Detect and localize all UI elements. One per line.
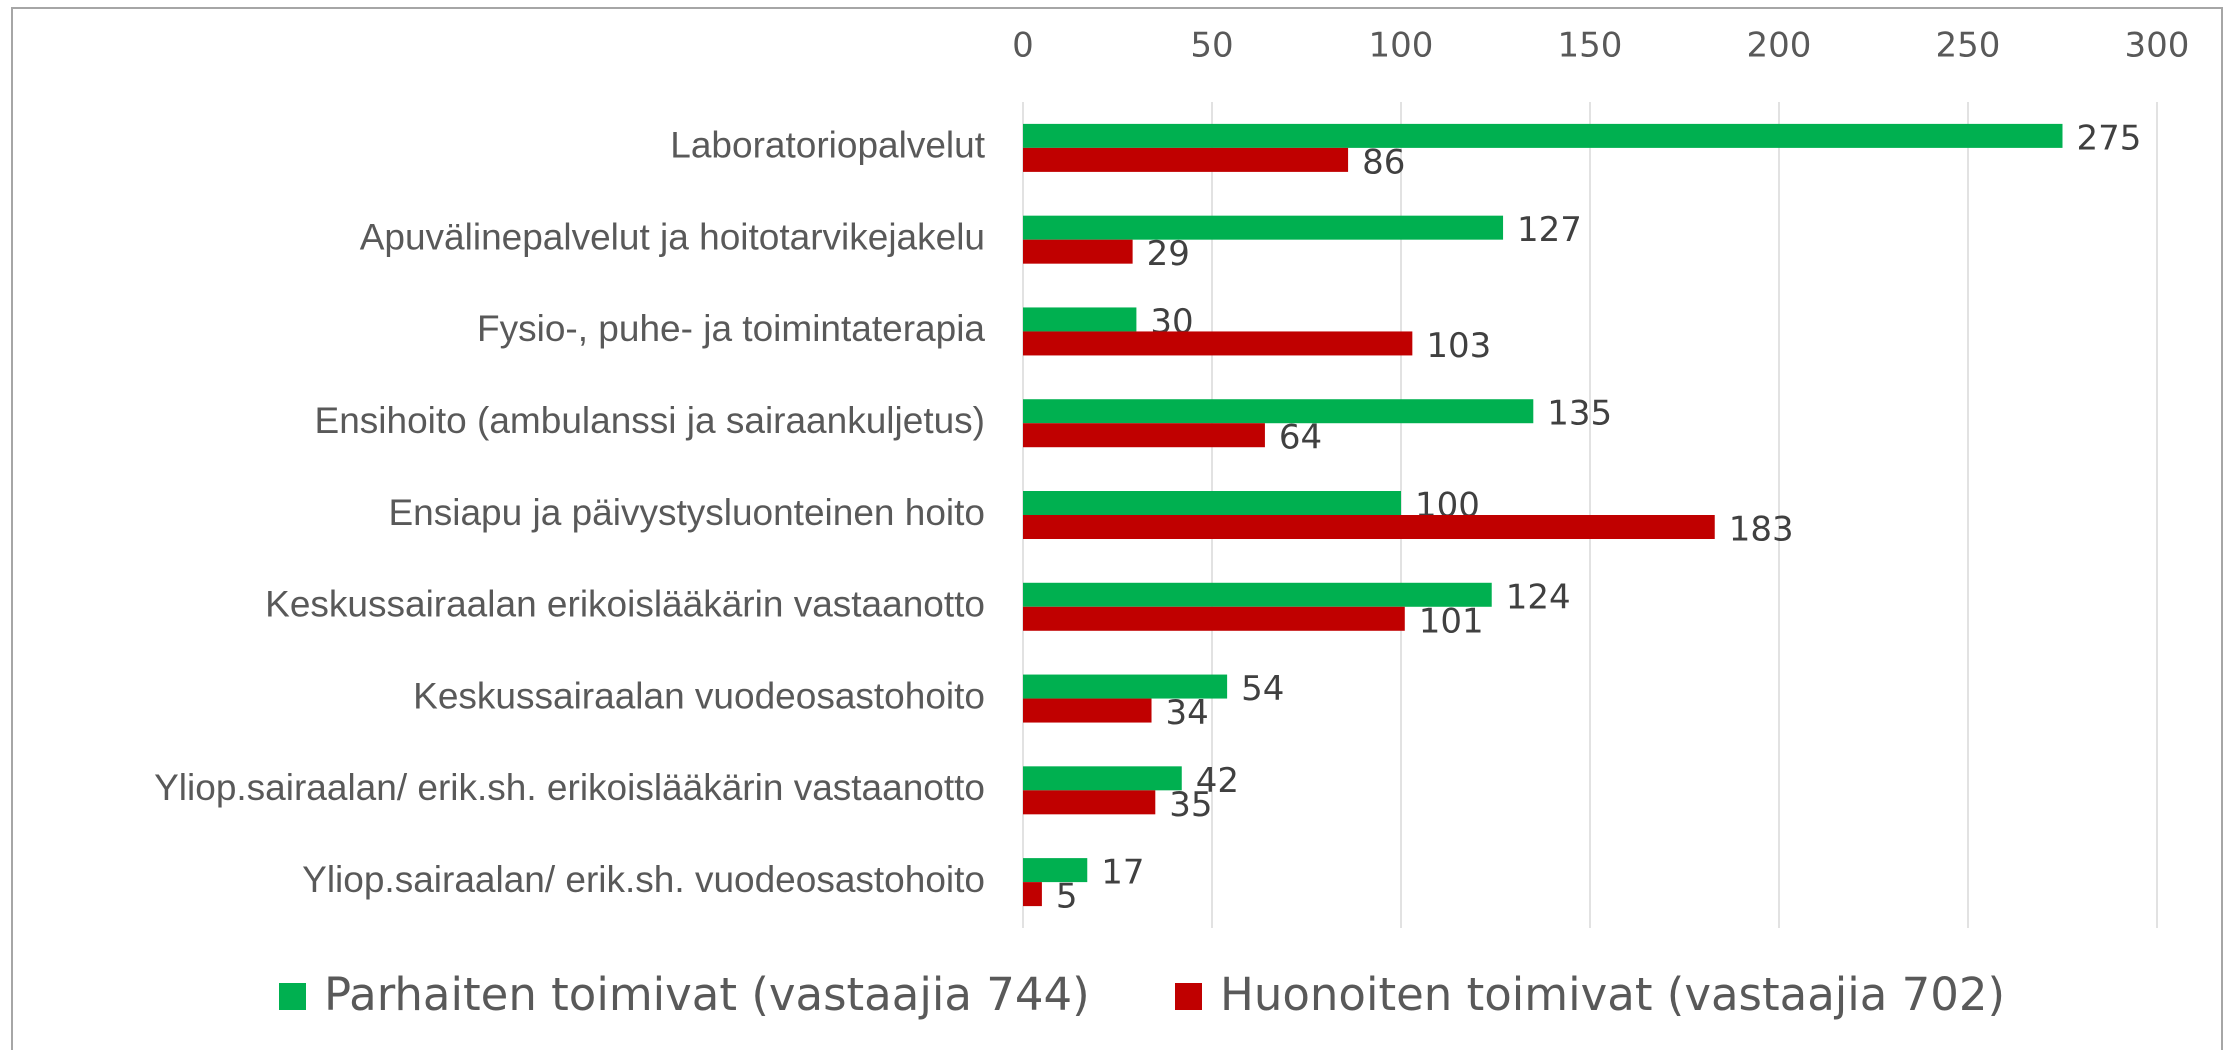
category-label: Keskussairaalan vuodeosastohoito (413, 675, 985, 716)
bar (1023, 423, 1265, 448)
category-label: Yliop.sairaalan/ erik.sh. vuodeosastohoi… (302, 859, 985, 900)
bar (1023, 307, 1137, 332)
x-tick-label: 0 (1012, 26, 1034, 66)
bar (1023, 491, 1401, 515)
value-label: 127 (1517, 210, 1582, 250)
value-label: 124 (1506, 577, 1571, 617)
bar (1023, 766, 1182, 791)
value-label: 29 (1147, 234, 1190, 274)
x-tick-label: 250 (1936, 26, 2001, 66)
value-label: 5 (1056, 877, 1078, 917)
bar (1023, 331, 1413, 356)
category-label: Ensihoito (ambulanssi ja sairaankuljetus… (315, 400, 985, 441)
x-tick-label: 200 (1747, 26, 1812, 66)
category-label: Fysio-, puhe- ja toimintaterapia (477, 308, 985, 349)
category-label: Yliop.sairaalan/ erik.sh. erikoislääkäri… (154, 767, 985, 808)
chart-border (11, 7, 2223, 1050)
value-label: 54 (1241, 669, 1284, 709)
value-label: 34 (1166, 693, 1209, 733)
value-label: 86 (1362, 142, 1405, 182)
bar (1023, 882, 1042, 907)
category-label: Keskussairaalan erikoislääkärin vastaano… (265, 584, 985, 625)
value-label: 35 (1169, 785, 1212, 825)
x-tick-label: 100 (1369, 26, 1434, 66)
value-label: 101 (1419, 601, 1484, 641)
category-label: Ensiapu ja päivystysluonteinen hoito (389, 492, 986, 533)
x-tick-label: 300 (2125, 26, 2190, 66)
x-tick-label: 50 (1190, 26, 1233, 66)
value-label: 275 (2077, 118, 2142, 158)
bar (1023, 790, 1156, 815)
bar (1023, 582, 1492, 607)
category-label: Apuvälinepalvelut ja hoitotarvikejakelu (360, 216, 985, 257)
bar (1023, 515, 1715, 539)
value-label: 135 (1547, 394, 1612, 434)
bar (1023, 399, 1534, 424)
x-tick-label: 150 (1558, 26, 1623, 66)
value-label: 17 (1101, 853, 1144, 893)
bar (1023, 215, 1504, 240)
legend-swatch (279, 983, 306, 1010)
category-label: Laboratoriopalvelut (670, 125, 985, 166)
bar (1023, 147, 1349, 172)
bar (1023, 123, 2063, 148)
legend-label: Parhaiten toimivat (vastaajia 744) (324, 968, 1090, 1021)
value-label: 64 (1279, 418, 1322, 458)
value-label: 103 (1426, 326, 1491, 366)
bar (1023, 606, 1405, 631)
value-label: 183 (1729, 510, 1794, 550)
bar (1023, 239, 1133, 264)
bar (1023, 858, 1088, 883)
legend-label: Huonoiten toimivat (vastaajia 702) (1220, 968, 2005, 1021)
value-label: 42 (1196, 761, 1239, 801)
legend-swatch (1175, 983, 1202, 1010)
bar (1023, 698, 1152, 723)
bar (1023, 674, 1228, 699)
